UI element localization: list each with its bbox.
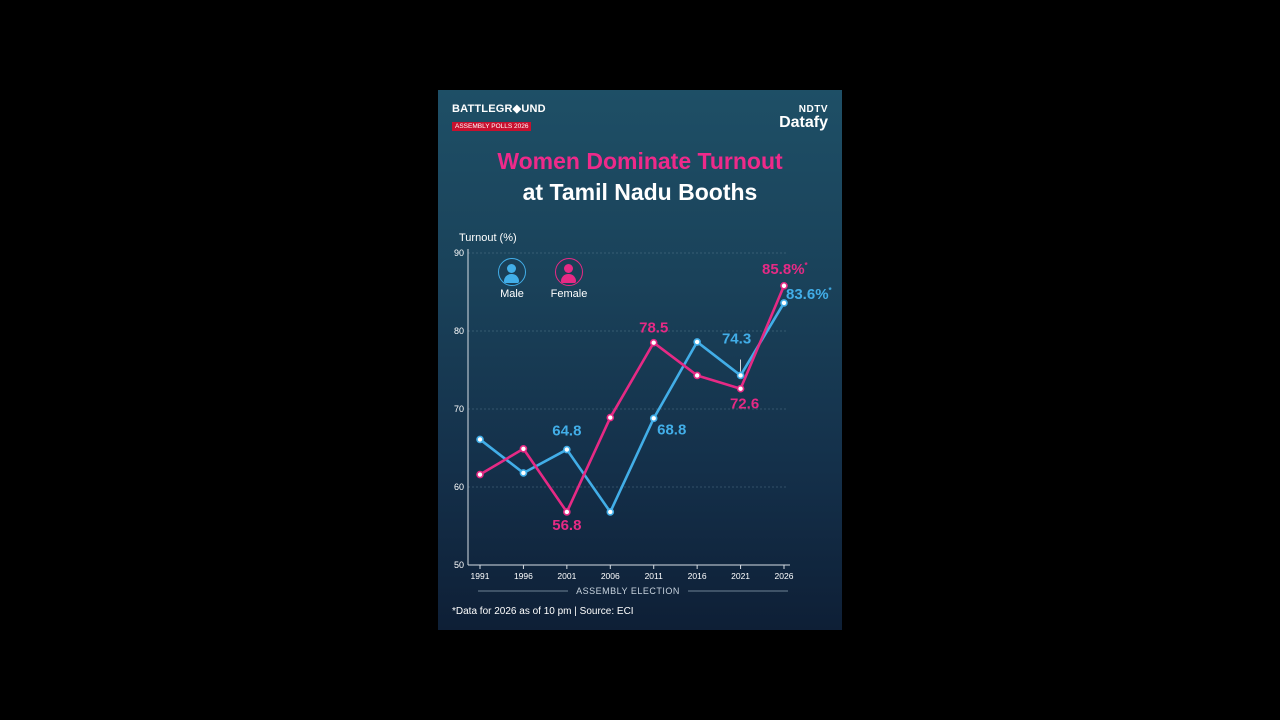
x-axis-label: ASSEMBLY ELECTION [576,586,680,596]
ndtv-logo-text: NDTV [798,104,828,115]
male-person-icon [498,258,526,286]
y-tick-label: 50 [454,560,464,570]
male-data-point [649,414,658,423]
female-series-line [479,285,786,514]
infographic-card: BATTLEGR◆UND ASSEMBLY POLLS 2026 NDTV Da… [438,90,842,630]
ndtv-datafy-logo: NDTV Datafy [779,104,828,132]
male-data-point [780,299,788,307]
female-data-label: 85.8%* [762,261,809,278]
male-data-point [693,338,701,346]
x-tick-label: 2016 [688,571,707,581]
datafy-logo-text: Datafy [779,114,828,131]
male-data-label: 64.8 [552,423,581,440]
x-tick-label: 2026 [775,571,794,581]
male-data-label: 74.3 [722,330,751,347]
female-data-point [736,384,745,393]
legend-female-label: Female [550,288,588,300]
female-data-point [606,413,615,422]
battleground-logo: BATTLEGR◆UND ASSEMBLY POLLS 2026 [452,102,546,133]
male-data-point [606,508,615,516]
male-data-point [519,469,528,477]
female-data-point [476,470,484,479]
x-tick-label: 2006 [601,571,620,581]
female-data-label: 56.8 [552,517,581,534]
x-tick-label: 2011 [645,571,664,581]
battleground-logo-text: BATTLEGR◆UND [452,103,546,115]
y-tick-label: 60 [454,482,464,492]
male-data-point [476,435,484,444]
x-tick-label: 2021 [731,571,750,581]
chart-title-line2: at Tamil Nadu Booths [522,179,758,205]
y-tick-label: 70 [454,404,464,414]
legend-female: Female [546,258,592,300]
y-axis-label: Turnout (%) [459,232,517,244]
male-data-label: 68.8 [657,421,686,438]
female-data-label: 72.6 [730,396,759,413]
legend-male-label: Male [500,288,524,300]
battleground-logo-subtitle: ASSEMBLY POLLS 2026 [452,122,532,131]
female-data-label-asterisk: * [805,261,809,270]
y-tick-label: 90 [454,248,464,258]
male-data-point [736,371,745,380]
female-data-point [519,444,528,453]
y-tick-label: 80 [454,326,464,336]
male-series-line [479,302,786,514]
female-person-icon [555,258,583,286]
female-data-label: 78.5 [639,320,668,337]
chart-title-line1: Women Dominate Turnout [497,148,783,174]
legend-male: Male [494,258,530,300]
male-data-label-asterisk: * [829,286,833,295]
female-data-point [649,338,658,347]
x-tick-label: 1996 [514,571,533,581]
female-data-point [693,371,701,380]
male-data-point [563,445,571,454]
source-note: *Data for 2026 as of 10 pm | Source: ECI [452,606,634,617]
x-tick-label: 2001 [557,571,576,581]
female-data-point [780,281,788,290]
turnout-line-chart: 50 60 70 80 90 1991 1996 2001 2006 2011 2016 2021 20… [454,248,833,592]
female-data-point [563,508,571,516]
male-data-label: 83.6%* [786,286,833,303]
x-tick-label: 1991 [471,571,490,581]
